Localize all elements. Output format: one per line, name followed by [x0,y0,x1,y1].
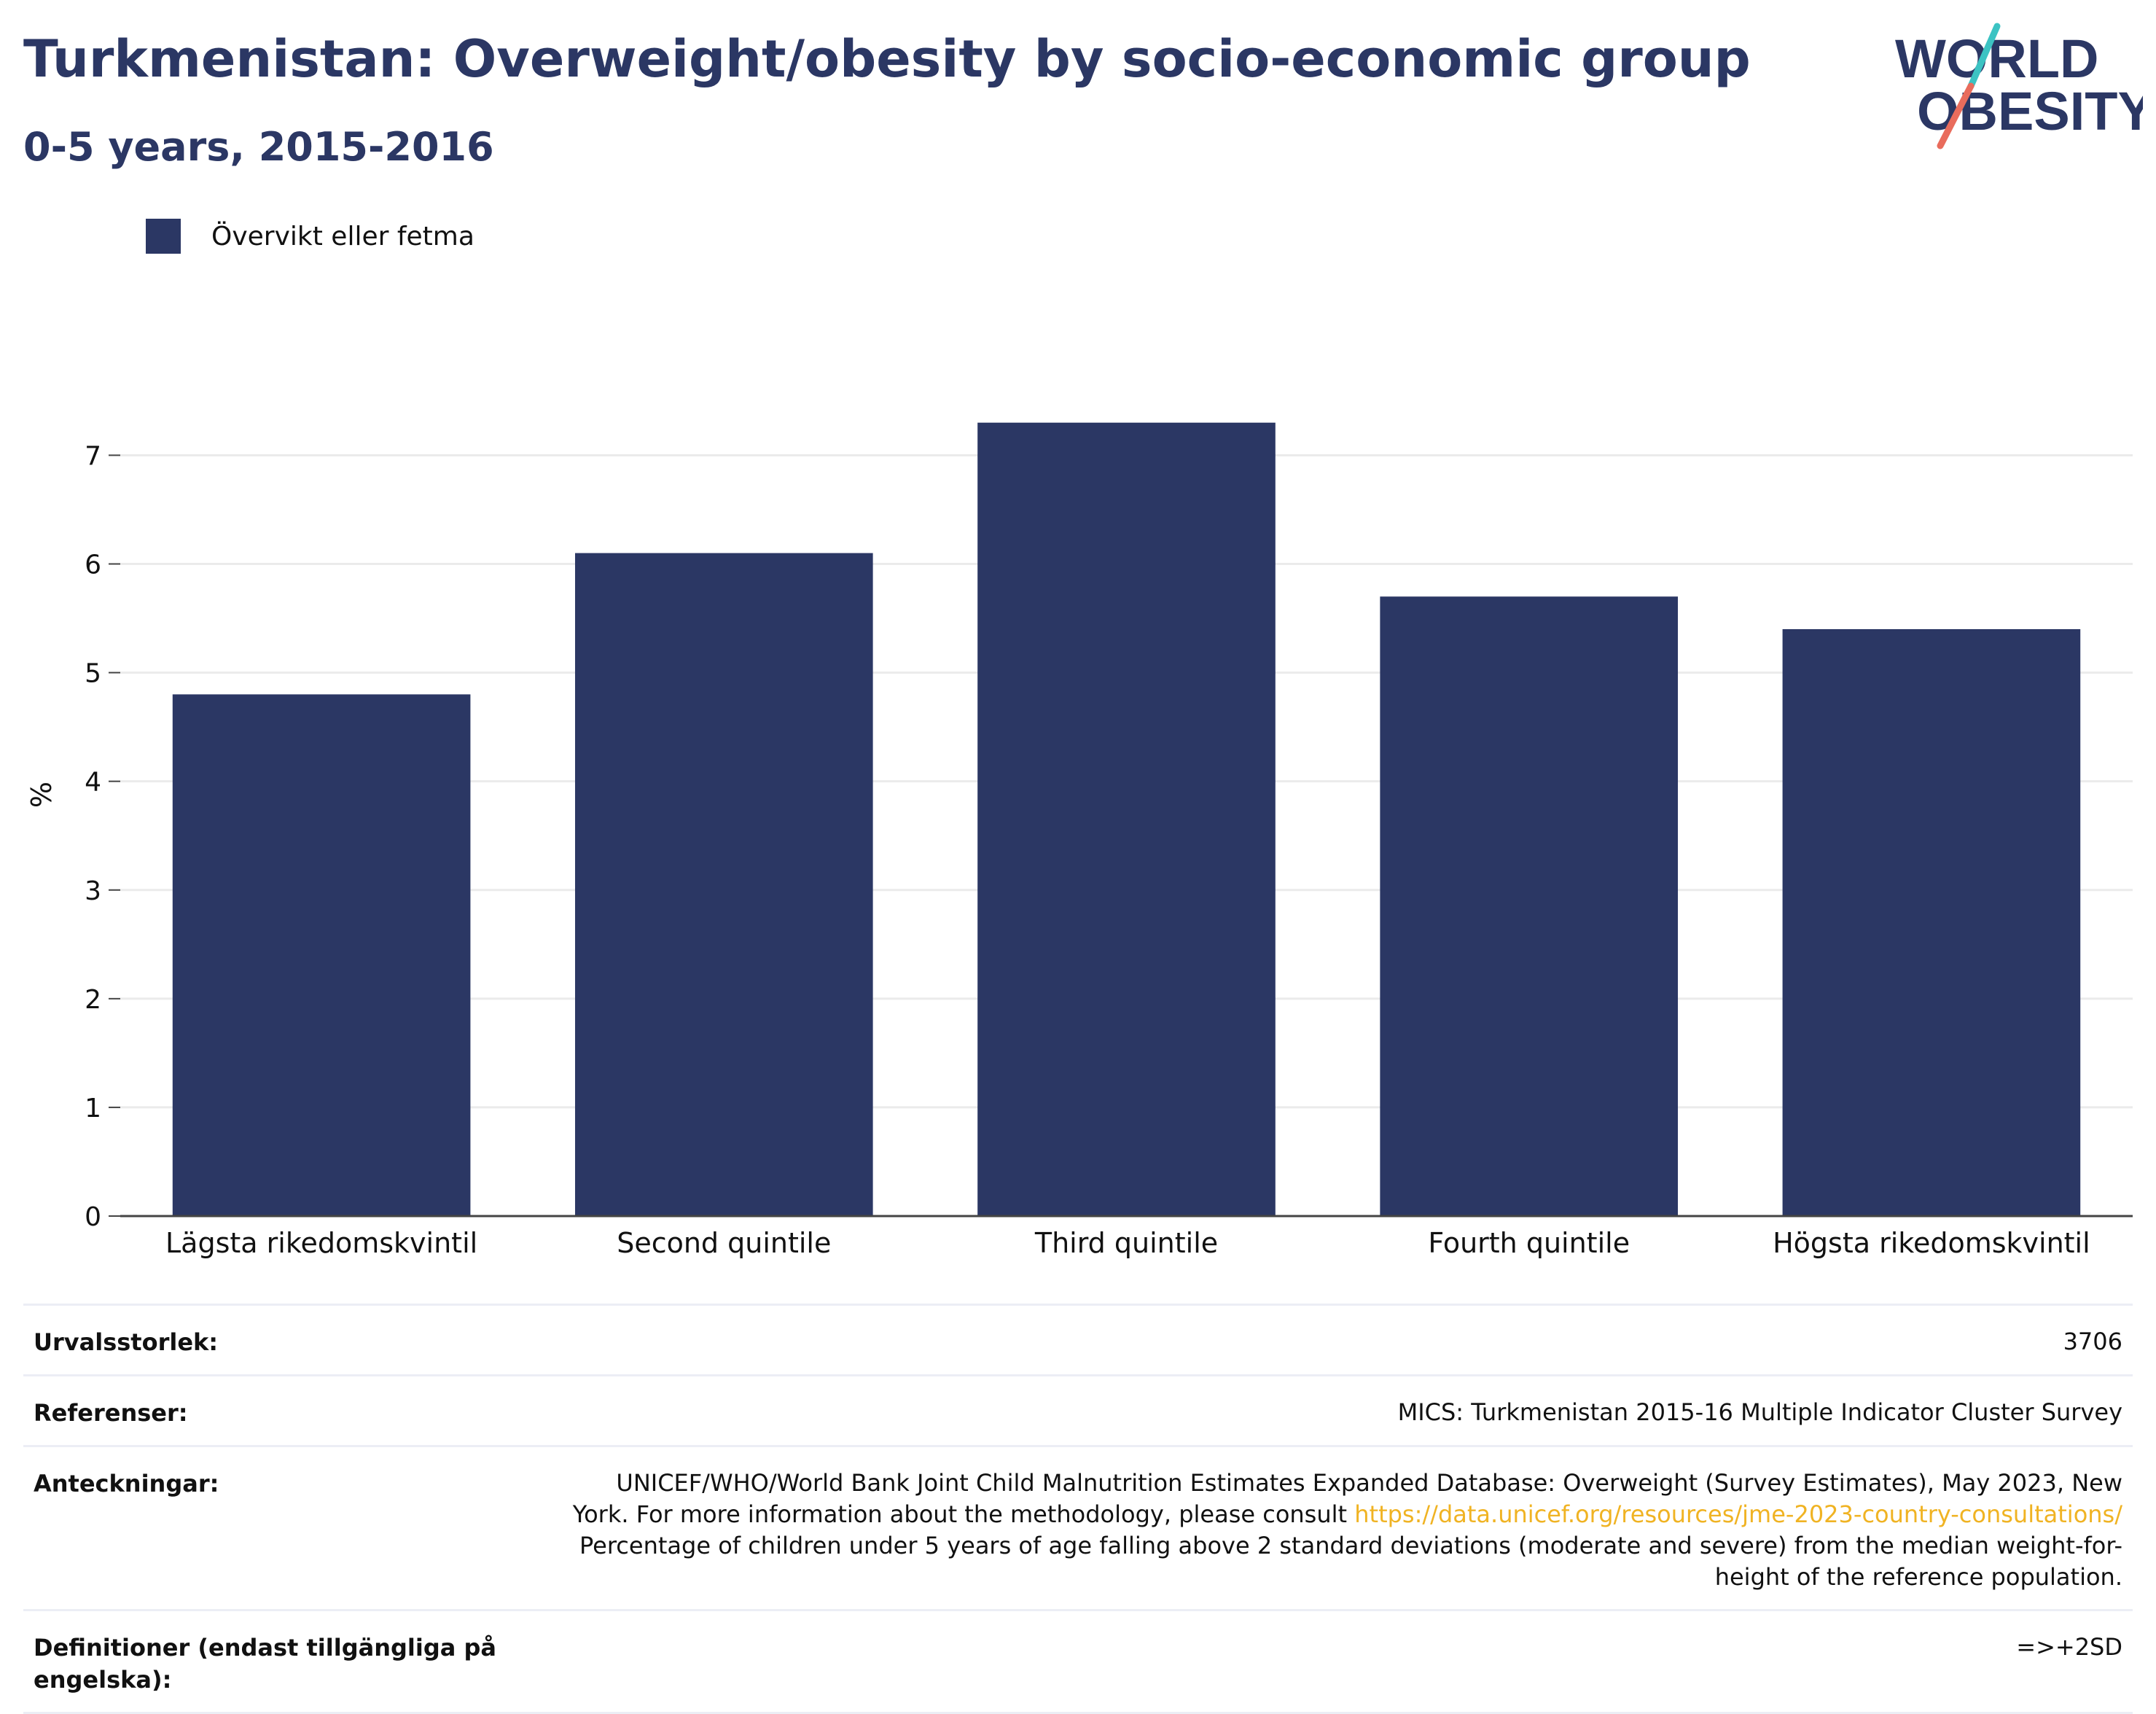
y-tick-label: 4 [85,768,101,798]
legend-label: Övervikt eller fetma [211,221,474,252]
x-tick-label: Lägsta rikedomskvintil [165,1227,477,1259]
y-axis-label: % [26,782,58,808]
logo-slash-coral [1937,82,1975,149]
meta-label: Definitioner (endast tillgängliga på eng… [34,1634,496,1694]
y-tick-label: 2 [85,985,101,1015]
legend-swatch [146,219,181,254]
chart-title: Turkmenistan: Overweight/obesity by soci… [23,29,1751,89]
bar [574,553,873,1216]
chart-subtitle: 0-5 years, 2015-2016 [23,124,494,170]
meta-label: Referenser: [34,1399,188,1427]
y-tick-label: 0 [85,1202,101,1232]
meta-value: =>+2SD [2016,1633,2122,1661]
bar-chart: 0 1 2 3 4 5 6 7 Lägsta rikedomskvintil Second qui… [26,422,2133,1259]
bars [172,422,2081,1217]
meta-row-definitions: Definitioner (endast tillgängliga på eng… [23,1609,2133,1714]
meta-row-notes: Anteckningar: UNICEF/WHO/World Bank Join… [23,1445,2133,1609]
logo-slash-teal [1967,23,2001,90]
logo-line-1: WORLD [1895,28,2099,89]
meta-value: UNICEF/WHO/World Bank Joint Child Malnut… [555,1468,2122,1593]
y-tick-label: 7 [85,441,101,471]
notes-link[interactable]: https://data.unicef.org/resources/jme-20… [1354,1500,2122,1528]
meta-row-references: Referenser: MICS: Turkmenistan 2015-16 M… [23,1374,2133,1445]
x-tick-label: Högsta rikedomskvintil [1773,1227,2090,1259]
y-tick-label: 6 [85,550,101,580]
notes-text-before: UNICEF/WHO/World Bank Joint Child Malnut… [572,1469,2122,1528]
legend[interactable]: Övervikt eller fetma [146,216,474,257]
meta-value: MICS: Turkmenistan 2015-16 Multiple Indi… [1397,1398,2122,1426]
x-tick-label: Fourth quintile [1428,1227,1630,1259]
bar [172,694,471,1216]
x-tick-label: Second quintile [617,1227,831,1259]
world-obesity-logo: WORLD OBESITY [1895,23,2143,149]
meta-label: Anteckningar: [34,1470,219,1497]
bar [1380,596,1679,1216]
y-tick-label: 3 [85,876,101,906]
bar [1782,628,2081,1216]
meta-label: Urvalsstorlek: [34,1328,219,1356]
meta-row-sample-size: Urvalsstorlek: 3706 [23,1304,2133,1374]
bar [977,422,1276,1217]
notes-text-after: Percentage of children under 5 years of … [579,1532,2122,1591]
axes: 0 1 2 3 4 5 6 7 Lägsta rikedomskvintil Second qui… [85,441,2133,1259]
metadata-table: Urvalsstorlek: 3706 Referenser: MICS: Tu… [23,1304,2133,1714]
y-tick-label: 5 [85,659,101,689]
y-tick-label: 1 [85,1094,101,1123]
meta-value: 3706 [2063,1328,2122,1355]
x-tick-label: Third quintile [1034,1227,1218,1259]
